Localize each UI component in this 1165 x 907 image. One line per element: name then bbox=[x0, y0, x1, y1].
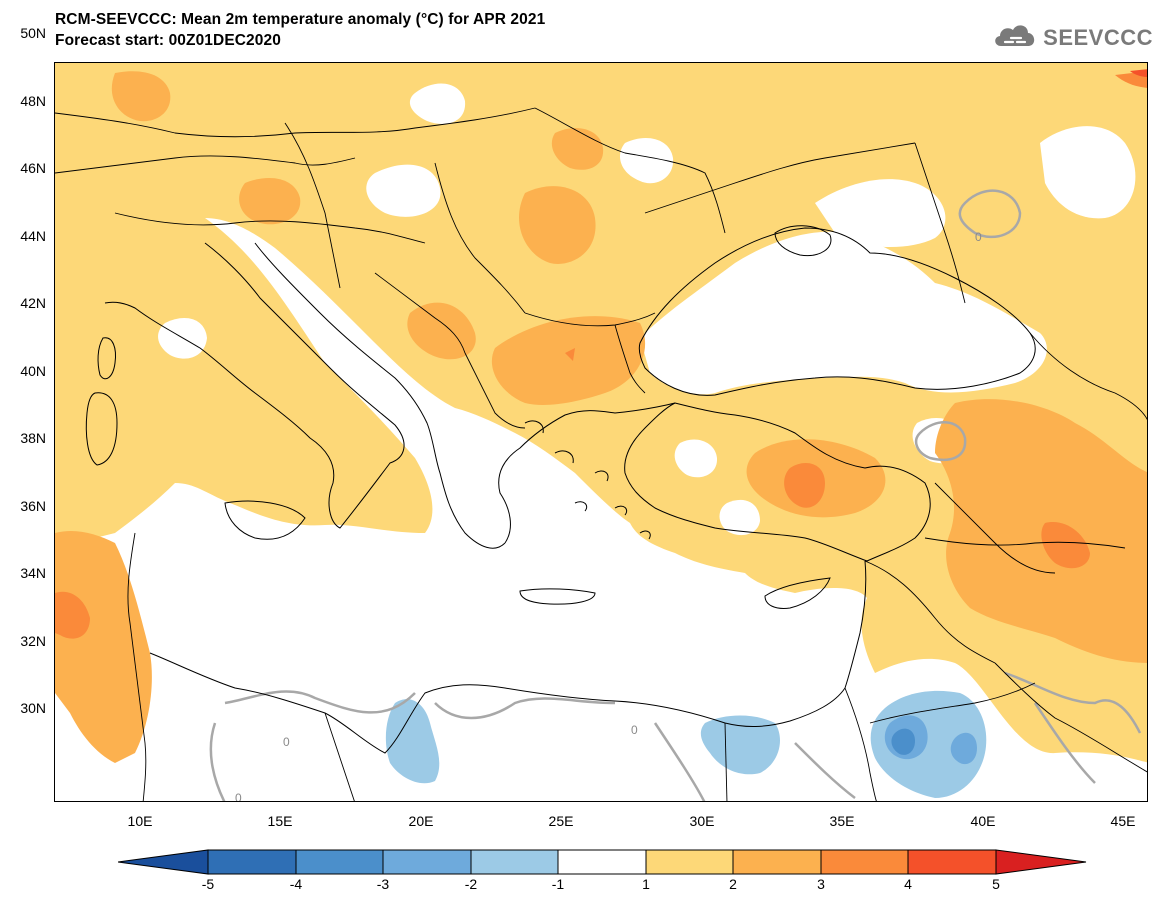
near-zero-area-ukraine bbox=[815, 179, 946, 248]
coast-adriatic-east bbox=[254, 242, 506, 549]
y-tick-label: 42N bbox=[20, 295, 46, 311]
coast-greece-aegean bbox=[498, 402, 676, 544]
y-tick-label: 46N bbox=[20, 160, 46, 176]
coast-crimea bbox=[774, 225, 832, 257]
colorbar-label: -4 bbox=[289, 876, 303, 892]
colorbar-label: 2 bbox=[729, 876, 737, 892]
x-tick-label: 20E bbox=[408, 813, 434, 829]
coast-black-sea bbox=[638, 227, 1036, 396]
anomaly-field-minus3to4 bbox=[891, 728, 915, 755]
y-tick-label: 48N bbox=[20, 93, 46, 109]
colorbar-segment bbox=[557, 849, 647, 875]
colorbar-label: -5 bbox=[201, 876, 215, 892]
x-tick-label: 40E bbox=[970, 813, 996, 829]
coast-sicily bbox=[224, 500, 306, 540]
contour-labels: 0 0 0 0 bbox=[235, 230, 982, 802]
cloud-icon bbox=[991, 20, 1039, 55]
logo-text: SEEVCCC bbox=[1043, 24, 1153, 50]
zero-contours bbox=[209, 189, 1142, 801]
colorbar-label: 3 bbox=[817, 876, 825, 892]
y-tick-label: 50N bbox=[20, 25, 46, 41]
colorbar-segment bbox=[470, 849, 559, 875]
anomaly-field-4to5 bbox=[1130, 69, 1147, 77]
y-tick-label: 36N bbox=[20, 498, 46, 514]
anomaly-field-3to4 bbox=[55, 71, 1147, 639]
coast-turkey-south bbox=[624, 402, 931, 562]
contour-label: 0 bbox=[283, 735, 290, 749]
colorbar-label: -3 bbox=[376, 876, 390, 892]
country-borders bbox=[55, 107, 1147, 801]
coast-italy bbox=[104, 242, 405, 529]
contour-label: 0 bbox=[235, 791, 242, 802]
title-line-1: RCM-SEEVCCC: Mean 2m temperature anomaly… bbox=[55, 11, 546, 28]
colorbar-segment bbox=[732, 849, 822, 875]
contour-label: 0 bbox=[631, 723, 638, 737]
coast-crete bbox=[519, 588, 596, 605]
near-zero-area-black-sea bbox=[640, 231, 1047, 395]
anomaly-map: 0 0 0 0 bbox=[55, 63, 1147, 802]
y-tick-label: 34N bbox=[20, 565, 46, 581]
near-zero-area-austria bbox=[409, 83, 466, 124]
colorbar-segment bbox=[820, 849, 909, 875]
coast-sardinia bbox=[85, 392, 118, 466]
y-tick-label: 44N bbox=[20, 228, 46, 244]
coast-aegean-islands bbox=[524, 420, 651, 540]
y-tick-label: 38N bbox=[20, 430, 46, 446]
seevccc-logo: SEEVCCC bbox=[991, 20, 1153, 55]
x-tick-label: 15E bbox=[267, 813, 293, 829]
coast-cyprus bbox=[764, 577, 831, 609]
near-zero-area-hungary bbox=[366, 164, 441, 217]
x-tick-label: 30E bbox=[689, 813, 715, 829]
colorbar-label: -1 bbox=[551, 876, 565, 892]
colorbar-label: 1 bbox=[642, 876, 650, 892]
colorbar-arrow-left bbox=[118, 849, 209, 875]
near-zero-area-north bbox=[620, 138, 674, 184]
near-zero-area-caspian bbox=[1040, 126, 1136, 219]
near-zero-area-anatolia-1 bbox=[674, 439, 718, 478]
x-tick-label: 45E bbox=[1110, 813, 1136, 829]
colorbar-segment bbox=[907, 849, 997, 875]
x-tick-label: 25E bbox=[548, 813, 574, 829]
y-tick-label: 40N bbox=[20, 363, 46, 379]
map-panel: 0 0 0 0 bbox=[54, 62, 1148, 802]
colorbar-label: -2 bbox=[464, 876, 478, 892]
colorbar-segment bbox=[295, 849, 384, 875]
colorbar-arrow-right bbox=[995, 849, 1087, 875]
colorbar-label: 4 bbox=[904, 876, 912, 892]
y-tick-label: 30N bbox=[20, 700, 46, 716]
colorbar-segment bbox=[645, 849, 734, 875]
x-tick-label: 35E bbox=[829, 813, 855, 829]
coast-corsica bbox=[97, 337, 116, 380]
near-zero-area-anatolia-2 bbox=[719, 499, 760, 536]
x-tick-label: 10E bbox=[127, 813, 153, 829]
title-line-2: Forecast start: 00Z01DEC2020 bbox=[55, 32, 281, 49]
colorbar-segment bbox=[382, 849, 472, 875]
colorbar bbox=[118, 849, 1087, 875]
y-tick-label: 32N bbox=[20, 633, 46, 649]
contour-label: 0 bbox=[975, 230, 982, 244]
colorbar-segment bbox=[207, 849, 297, 875]
anomaly-field-2to3 bbox=[55, 71, 1147, 763]
colorbar-label: 5 bbox=[992, 876, 1000, 892]
near-zero-area-mediterranean bbox=[55, 218, 1147, 801]
